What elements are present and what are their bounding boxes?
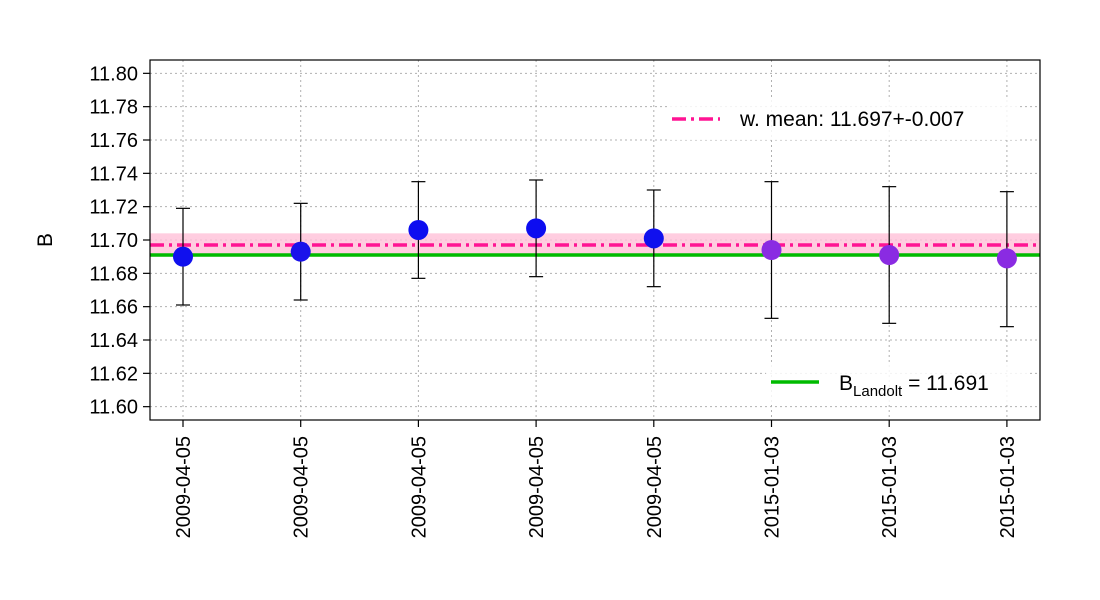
x-tick-label: 2009-04-05: [644, 436, 666, 538]
x-tick-label: 2009-04-05: [173, 436, 195, 538]
data-point: [996, 248, 1017, 269]
y-tick-label: 11.60: [89, 397, 138, 419]
x-tick-label: 2015-01-03: [879, 436, 901, 538]
data-point-group: [173, 207, 193, 306]
x-tick-label: 2009-04-05: [408, 436, 430, 538]
data-point-group: [761, 181, 782, 319]
y-tick-label: 11.62: [89, 363, 138, 385]
data-point-group: [879, 186, 900, 324]
x-axis: 2009-04-05 2009-04-05 2009-04-05 2009-04-05…: [173, 420, 1019, 538]
data-points-layer: [173, 179, 1017, 328]
x-tick-label: 2009-04-05: [291, 436, 313, 538]
y-tick-label: 11.80: [89, 63, 138, 85]
y-tick-label: 11.68: [89, 263, 138, 285]
y-tick-label: 11.74: [89, 163, 138, 185]
legend-landolt: BLandolt = 11.691: [766, 362, 1028, 404]
data-point: [761, 240, 782, 260]
legend-landolt-label: BLandolt = 11.691: [839, 372, 989, 400]
y-tick-label: 11.72: [89, 197, 138, 219]
data-point-group: [996, 191, 1017, 328]
y-axis: 11.60 11.62 11.64 11.66 11.68 11.70 11.72 11.74…: [89, 63, 150, 419]
y-axis-label: B: [34, 233, 57, 247]
data-point: [173, 246, 193, 267]
data-point-group: [290, 202, 311, 301]
legend-landolt-subscript: Landolt: [853, 383, 903, 400]
x-tick-label: 2009-04-05: [526, 436, 548, 538]
y-tick-label: 11.76: [89, 130, 138, 152]
legend-weighted-mean: w. mean: 11.697+-0.007: [668, 98, 1018, 140]
y-tick-label: 11.66: [89, 297, 138, 319]
legend-mean-label: w. mean: 11.697+-0.007: [739, 108, 964, 131]
data-point-group: [526, 179, 547, 278]
legend-landolt-value: = 11.691: [902, 372, 989, 395]
data-point: [408, 220, 429, 240]
y-tick-label: 11.70: [89, 230, 138, 252]
data-point-group: [643, 189, 664, 288]
data-point-group: [408, 181, 429, 279]
x-tick-label: 2015-01-03: [762, 436, 784, 538]
legend-background: [668, 98, 1018, 140]
x-tick-label: 2015-01-03: [997, 436, 1019, 538]
y-tick-label: 11.78: [89, 97, 138, 119]
data-point: [879, 245, 900, 265]
y-tick-label: 11.64: [89, 330, 138, 352]
data-point: [290, 241, 311, 262]
legend-landolt-symbol: B: [839, 372, 853, 395]
data-point: [526, 218, 547, 239]
data-point: [643, 228, 664, 249]
